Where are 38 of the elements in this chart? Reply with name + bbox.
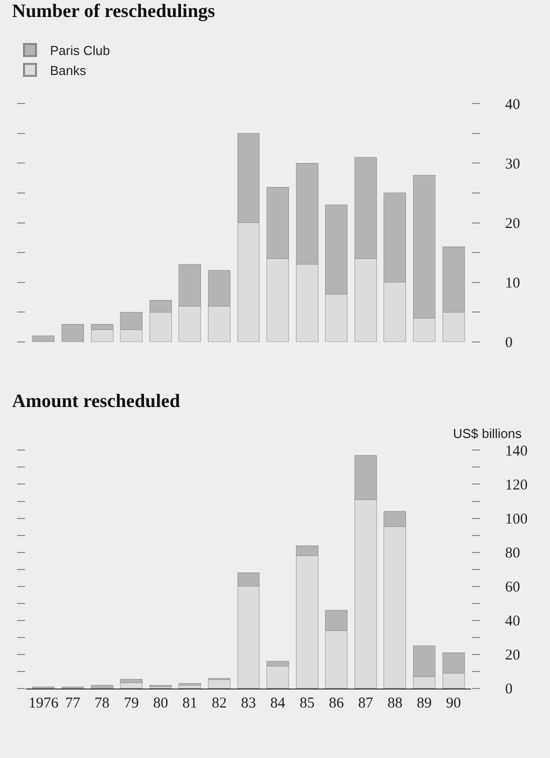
y-tick-label: 10 [505, 276, 520, 292]
y-tick-label: 40 [505, 96, 520, 113]
x-tick-label: 84 [270, 695, 286, 712]
x-tick-label: 78 [94, 695, 110, 712]
y-tick-label: 100 [505, 512, 528, 528]
y-tick-label: 20 [505, 216, 520, 232]
x-tick-label: 88 [387, 695, 402, 712]
x-tick-label: 81 [182, 695, 198, 712]
bar [90, 684, 114, 688]
bar [62, 324, 84, 342]
x-tick-label: 87 [358, 695, 374, 712]
y-tick-label: 120 [505, 477, 528, 494]
legend-label: Paris Club [50, 43, 110, 58]
y-tick-label: 30 [505, 156, 520, 172]
bar [208, 680, 230, 688]
y-tick-label: 40 [505, 614, 520, 630]
y-tick-label: 0 [505, 682, 513, 698]
bar [120, 682, 143, 688]
legend-label: Banks [50, 62, 87, 78]
y-tick-label: 140 [505, 443, 528, 460]
y-tick-label: 20 [505, 648, 520, 664]
chart-title: Number of reschedulings [12, 1, 216, 22]
x-tick-label: 90 [446, 695, 462, 712]
x-tick-label: 82 [212, 695, 227, 712]
x-tick-label: 83 [241, 695, 256, 712]
x-tick-label: 77 [65, 695, 81, 712]
y-tick-label: 60 [505, 580, 520, 596]
y-tick-label: 80 [505, 546, 520, 562]
x-tick-label: 1976 [28, 695, 59, 712]
y-tick-label: 0 [505, 335, 513, 352]
chart-title: Amount rescheduled [12, 391, 180, 412]
bar [32, 336, 55, 342]
y-axis-title: US$ billions [453, 426, 522, 441]
x-tick-label: 89 [416, 695, 432, 712]
x-tick-label: 85 [300, 695, 315, 712]
x-tick-label: 86 [328, 695, 344, 712]
x-tick-label: 80 [153, 695, 168, 712]
x-tick-label: 79 [124, 695, 139, 712]
